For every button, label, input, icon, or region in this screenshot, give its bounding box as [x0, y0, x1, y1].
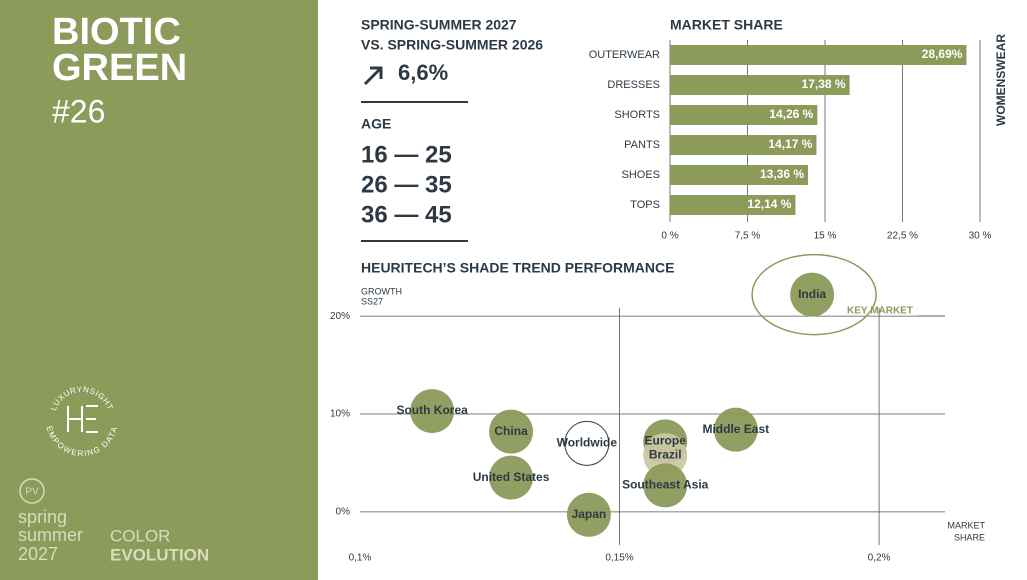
- bubble: [643, 433, 688, 478]
- side-panel: [0, 0, 318, 580]
- x-tick-label: 30 %: [969, 231, 992, 242]
- x-tick-label: 7,5 %: [735, 231, 761, 242]
- category-label: OUTERWEAR: [589, 49, 660, 61]
- bubble: [489, 409, 534, 454]
- panel-number: #26: [52, 93, 105, 129]
- x-axis-label: MARKET: [947, 520, 985, 530]
- season: spring: [18, 507, 67, 527]
- bubble: [566, 492, 611, 537]
- category-label: PANTS: [624, 139, 660, 151]
- brand: EVOLUTION: [110, 545, 209, 564]
- bubble: [410, 389, 455, 434]
- season: 2027: [18, 544, 58, 564]
- bar: [670, 75, 850, 95]
- category-label: SHORTS: [614, 109, 660, 121]
- age-title: AGE: [361, 116, 391, 132]
- bar: [670, 165, 809, 185]
- value-label: 13,36 %: [760, 167, 804, 181]
- x-tick-label: 0,1%: [349, 553, 372, 564]
- y-axis-label: SS27: [361, 296, 383, 306]
- bar: [670, 135, 817, 155]
- age-range: 36 — 45: [361, 201, 452, 228]
- annotation: KEY MARKET: [847, 306, 913, 317]
- badge-ring: [19, 478, 45, 504]
- bubble-label: United States: [473, 470, 550, 484]
- y-tick-label: 10%: [330, 409, 350, 420]
- bubble-label: Worldwide: [557, 436, 618, 450]
- change: 6,6%: [398, 60, 448, 85]
- bubble: [564, 420, 610, 466]
- value-label: 12,14 %: [747, 197, 791, 211]
- panel-title: GREEN: [52, 47, 187, 89]
- bubble-label: South Korea: [396, 403, 468, 417]
- chart-title: HEURITECH’S SHADE TREND PERFORMANCE: [361, 260, 674, 276]
- age-range: 16 — 25: [361, 141, 452, 168]
- header-line: VS. SPRING-SUMMER 2026: [361, 37, 543, 53]
- bubble-label: Middle East: [702, 422, 769, 436]
- category-label: DRESSES: [607, 79, 660, 91]
- bubble-label: Brazil: [649, 447, 682, 461]
- y-tick-label: 20%: [330, 311, 350, 322]
- x-tick-label: 0 %: [661, 231, 678, 242]
- y-tick-label: 0%: [336, 506, 351, 517]
- x-axis-label: SHARE: [954, 532, 985, 542]
- badge: PV: [25, 487, 39, 498]
- x-tick-label: 0,2%: [868, 553, 891, 564]
- bar: [670, 45, 967, 65]
- value-label: 14,17 %: [768, 137, 812, 151]
- bubble: [489, 455, 534, 500]
- season: summer: [18, 525, 83, 545]
- category-label: TOPS: [630, 199, 660, 211]
- bar: [670, 195, 796, 215]
- x-tick-label: 0,15%: [605, 553, 633, 564]
- bubble-label: Europe: [645, 434, 687, 448]
- value-label: 28,69%: [922, 47, 963, 61]
- header-line: SPRING-SUMMER 2027: [361, 17, 517, 33]
- arrow-up: [363, 66, 383, 86]
- key-market-ring: [751, 253, 877, 336]
- age-range: 26 — 35: [361, 171, 452, 198]
- side-label: WOMENSWEAR: [994, 34, 1008, 126]
- x-tick-label: 15 %: [814, 231, 837, 242]
- bubble-label: China: [494, 424, 528, 438]
- bubble-label: Japan: [572, 507, 607, 521]
- bar: [670, 105, 818, 125]
- value-label: 14,26 %: [769, 107, 813, 121]
- bubble: [790, 272, 835, 317]
- bubble: [713, 407, 758, 452]
- bubble-label: India: [798, 287, 826, 301]
- brand: COLOR: [110, 526, 170, 545]
- x-tick-label: 22,5 %: [887, 231, 918, 242]
- value-label: 17,38 %: [802, 77, 846, 91]
- chart-title: MARKET SHARE: [670, 17, 783, 33]
- bubble: [643, 463, 688, 508]
- y-axis-label: GROWTH: [361, 286, 402, 296]
- bubble-label: Southeast Asia: [622, 478, 709, 492]
- panel-title: BIOTIC: [52, 11, 181, 53]
- category-label: SHOES: [621, 169, 660, 181]
